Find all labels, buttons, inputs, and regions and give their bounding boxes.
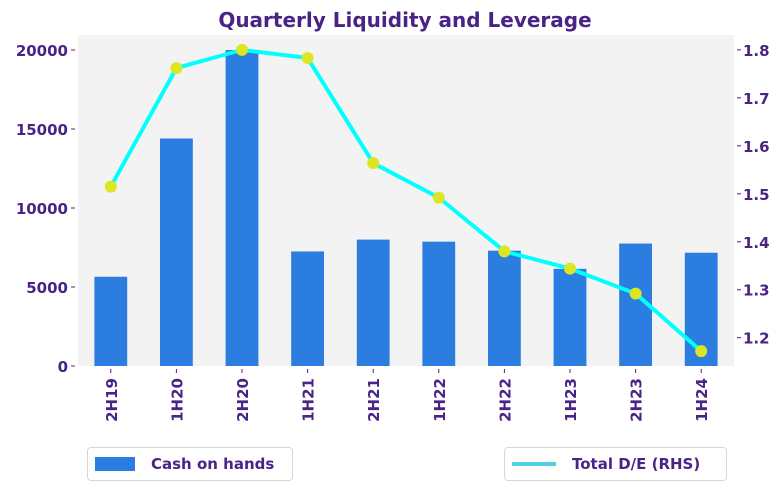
left-tick-label: 0	[58, 358, 68, 376]
x-tick-label: 2H23	[628, 378, 646, 422]
legend-total-de: Total D/E (RHS)	[504, 447, 727, 481]
x-tick-label: 2H22	[496, 378, 514, 422]
line-series	[104, 43, 708, 358]
de-point-2H21	[367, 157, 380, 170]
x-tick-label: 1H22	[431, 378, 449, 422]
right-tick-label: 1.5	[743, 186, 770, 204]
de-point-2H22	[498, 245, 511, 258]
bar-2H21	[356, 239, 390, 366]
left-tick-label: 5000	[26, 279, 68, 297]
bar-2H20	[225, 50, 259, 366]
bar-1H22	[422, 241, 456, 366]
bar-series	[94, 50, 718, 366]
right-tick-label: 1.4	[743, 234, 770, 252]
legend-label: Cash on hands	[151, 455, 275, 473]
bar-1H23	[553, 268, 587, 366]
de-point-2H20	[236, 43, 248, 56]
legend-line-swatch	[512, 462, 556, 466]
right-y-axis: 1.2 1.3 1.4 1.5 1.6 1.7 1.8	[737, 42, 770, 348]
x-axis: 2H19 1H20 2H20 1H21 2H21 1H22 2H22 1H23 2H23 1H24	[103, 369, 711, 422]
de-point-1H20	[170, 62, 183, 75]
de-point-2H23	[629, 287, 642, 300]
left-tick-label: 10000	[16, 200, 68, 218]
left-tick-label: 15000	[16, 121, 68, 139]
x-tick-label: 1H21	[300, 378, 318, 422]
legend-cash-on-hands: Cash on hands	[87, 447, 293, 481]
left-tick-label: 20000	[16, 42, 68, 60]
de-point-1H22	[432, 191, 445, 204]
bar-1H20	[160, 138, 193, 366]
de-line	[109, 47, 703, 353]
right-tick-label: 1.8	[743, 42, 770, 60]
right-tick-label: 1.2	[743, 330, 770, 348]
de-point-1H24	[695, 345, 708, 358]
bar-1H21	[291, 251, 324, 366]
legend-label: Total D/E (RHS)	[572, 455, 701, 473]
de-point-2H19	[104, 180, 117, 193]
x-tick-label: 1H23	[562, 378, 580, 422]
de-point-1H21	[301, 52, 314, 65]
chart-title: Quarterly Liquidity and Leverage	[218, 8, 591, 32]
legend-bar-swatch	[95, 457, 135, 471]
x-tick-label: 1H20	[168, 378, 186, 422]
x-tick-label: 1H24	[693, 378, 711, 422]
x-tick-label: 2H19	[103, 378, 121, 422]
bar-2H19	[94, 276, 128, 366]
de-point-1H23	[564, 262, 576, 275]
right-tick-label: 1.3	[743, 282, 770, 300]
right-tick-label: 1.7	[743, 90, 770, 108]
bar-2H22	[488, 250, 521, 366]
right-tick-label: 1.6	[743, 138, 770, 156]
left-y-axis: 0 5000 10000 15000 20000	[16, 42, 75, 376]
x-tick-label: 2H21	[365, 378, 383, 422]
x-tick-label: 2H20	[234, 378, 252, 422]
